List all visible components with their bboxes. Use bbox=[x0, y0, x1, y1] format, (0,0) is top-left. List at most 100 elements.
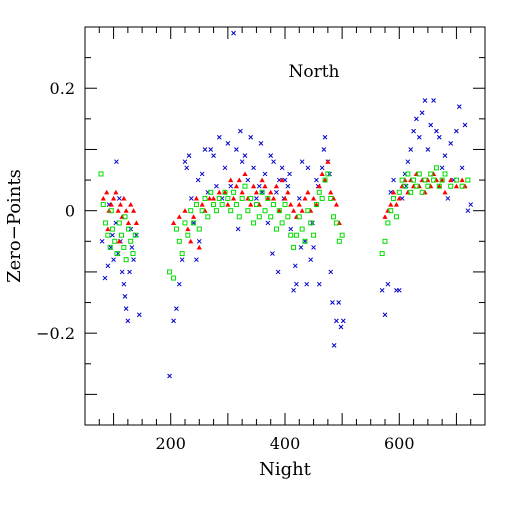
data-point-square bbox=[405, 171, 411, 177]
data-point-cross bbox=[214, 183, 219, 189]
data-point-cross bbox=[385, 281, 391, 287]
data-point-cross bbox=[291, 287, 296, 293]
data-point-square bbox=[305, 208, 311, 214]
data-point-square bbox=[428, 171, 434, 177]
data-point-cross bbox=[316, 281, 322, 287]
data-point-triangle bbox=[116, 238, 122, 244]
data-point-square bbox=[231, 189, 237, 195]
data-point-cross bbox=[238, 128, 243, 134]
data-points bbox=[98, 30, 474, 379]
data-point-cross bbox=[292, 263, 298, 269]
data-point-square bbox=[233, 202, 239, 208]
data-point-triangle bbox=[190, 214, 197, 219]
data-point-square bbox=[379, 251, 385, 257]
data-point-square bbox=[388, 208, 394, 214]
data-point-square bbox=[256, 214, 262, 220]
data-point-square bbox=[208, 189, 214, 195]
data-point-triangle bbox=[270, 195, 277, 201]
data-point-triangle bbox=[253, 189, 260, 195]
data-point-cross bbox=[251, 165, 256, 171]
x-axis-label: Night bbox=[259, 459, 312, 480]
data-point-cross bbox=[468, 202, 474, 207]
data-point-square bbox=[116, 220, 122, 226]
data-point-triangle bbox=[100, 195, 106, 201]
data-point-cross bbox=[425, 147, 431, 152]
data-point-square bbox=[225, 195, 231, 201]
data-point-square bbox=[239, 195, 245, 201]
data-point-cross bbox=[445, 196, 451, 201]
data-point-square bbox=[291, 244, 297, 250]
data-point-square bbox=[448, 183, 454, 189]
data-point-cross bbox=[234, 147, 239, 152]
data-point-triangle bbox=[393, 201, 400, 207]
data-point-square bbox=[413, 183, 419, 189]
data-point-cross bbox=[271, 159, 276, 165]
data-point-triangle bbox=[206, 195, 213, 201]
data-point-square bbox=[179, 251, 185, 257]
data-point-cross bbox=[105, 263, 111, 269]
data-point-cross bbox=[321, 147, 327, 152]
data-point-triangle bbox=[193, 195, 200, 201]
data-point-square bbox=[188, 208, 194, 214]
data-point-square bbox=[173, 226, 179, 232]
data-point-triangle bbox=[105, 226, 111, 232]
data-point-square bbox=[433, 165, 439, 171]
data-point-square bbox=[191, 220, 197, 226]
data-point-cross bbox=[442, 153, 448, 158]
data-point-cross bbox=[319, 165, 325, 171]
data-point-square bbox=[422, 177, 428, 183]
data-point-square bbox=[288, 232, 294, 238]
data-point-cross bbox=[111, 257, 116, 263]
data-point-cross bbox=[225, 140, 231, 146]
data-point-cross bbox=[248, 134, 254, 140]
data-point-cross bbox=[431, 98, 436, 103]
data-point-cross bbox=[239, 159, 245, 165]
data-point-triangle bbox=[316, 183, 322, 189]
axis-ticks bbox=[85, 27, 485, 425]
data-point-triangle bbox=[299, 208, 305, 213]
data-point-square bbox=[216, 195, 222, 201]
data-point-cross bbox=[304, 281, 310, 287]
data-point-cross bbox=[340, 318, 346, 324]
data-point-triangle bbox=[276, 208, 282, 213]
data-point-square bbox=[311, 232, 317, 238]
data-point-triangle bbox=[182, 208, 188, 213]
data-point-cross bbox=[176, 281, 182, 287]
data-point-triangle bbox=[282, 195, 288, 201]
data-point-square bbox=[393, 214, 399, 220]
data-point-cross bbox=[256, 183, 262, 189]
data-point-cross bbox=[122, 294, 128, 299]
data-point-cross bbox=[448, 140, 454, 146]
data-point-cross bbox=[265, 220, 271, 226]
data-point-triangle bbox=[322, 177, 328, 183]
data-point-cross bbox=[296, 196, 302, 201]
y-tick-label: −0.2 bbox=[36, 324, 75, 343]
data-point-square bbox=[439, 177, 445, 183]
data-point-square bbox=[167, 269, 173, 275]
data-point-square bbox=[253, 202, 259, 208]
data-point-cross bbox=[336, 300, 342, 305]
data-point-square bbox=[316, 189, 322, 195]
data-point-triangle bbox=[233, 183, 240, 189]
data-point-cross bbox=[211, 153, 216, 158]
data-point-triangle bbox=[185, 226, 191, 232]
data-point-square bbox=[121, 244, 127, 250]
data-point-triangle bbox=[273, 183, 280, 189]
data-point-triangle bbox=[328, 189, 334, 195]
data-point-cross bbox=[191, 220, 196, 226]
data-point-cross bbox=[379, 287, 385, 293]
data-point-cross bbox=[184, 165, 190, 171]
data-point-cross bbox=[330, 300, 335, 305]
data-point-triangle bbox=[288, 201, 294, 207]
data-point-cross bbox=[459, 165, 465, 171]
data-point-cross bbox=[127, 269, 132, 275]
data-point-cross bbox=[208, 147, 214, 152]
data-point-triangle bbox=[396, 195, 402, 201]
data-point-triangle bbox=[128, 201, 134, 207]
data-point-cross bbox=[270, 251, 275, 256]
data-point-square bbox=[259, 189, 265, 195]
data-point-square bbox=[325, 171, 331, 177]
data-point-square bbox=[313, 202, 319, 208]
data-point-square bbox=[222, 189, 228, 195]
data-point-square bbox=[296, 214, 302, 220]
